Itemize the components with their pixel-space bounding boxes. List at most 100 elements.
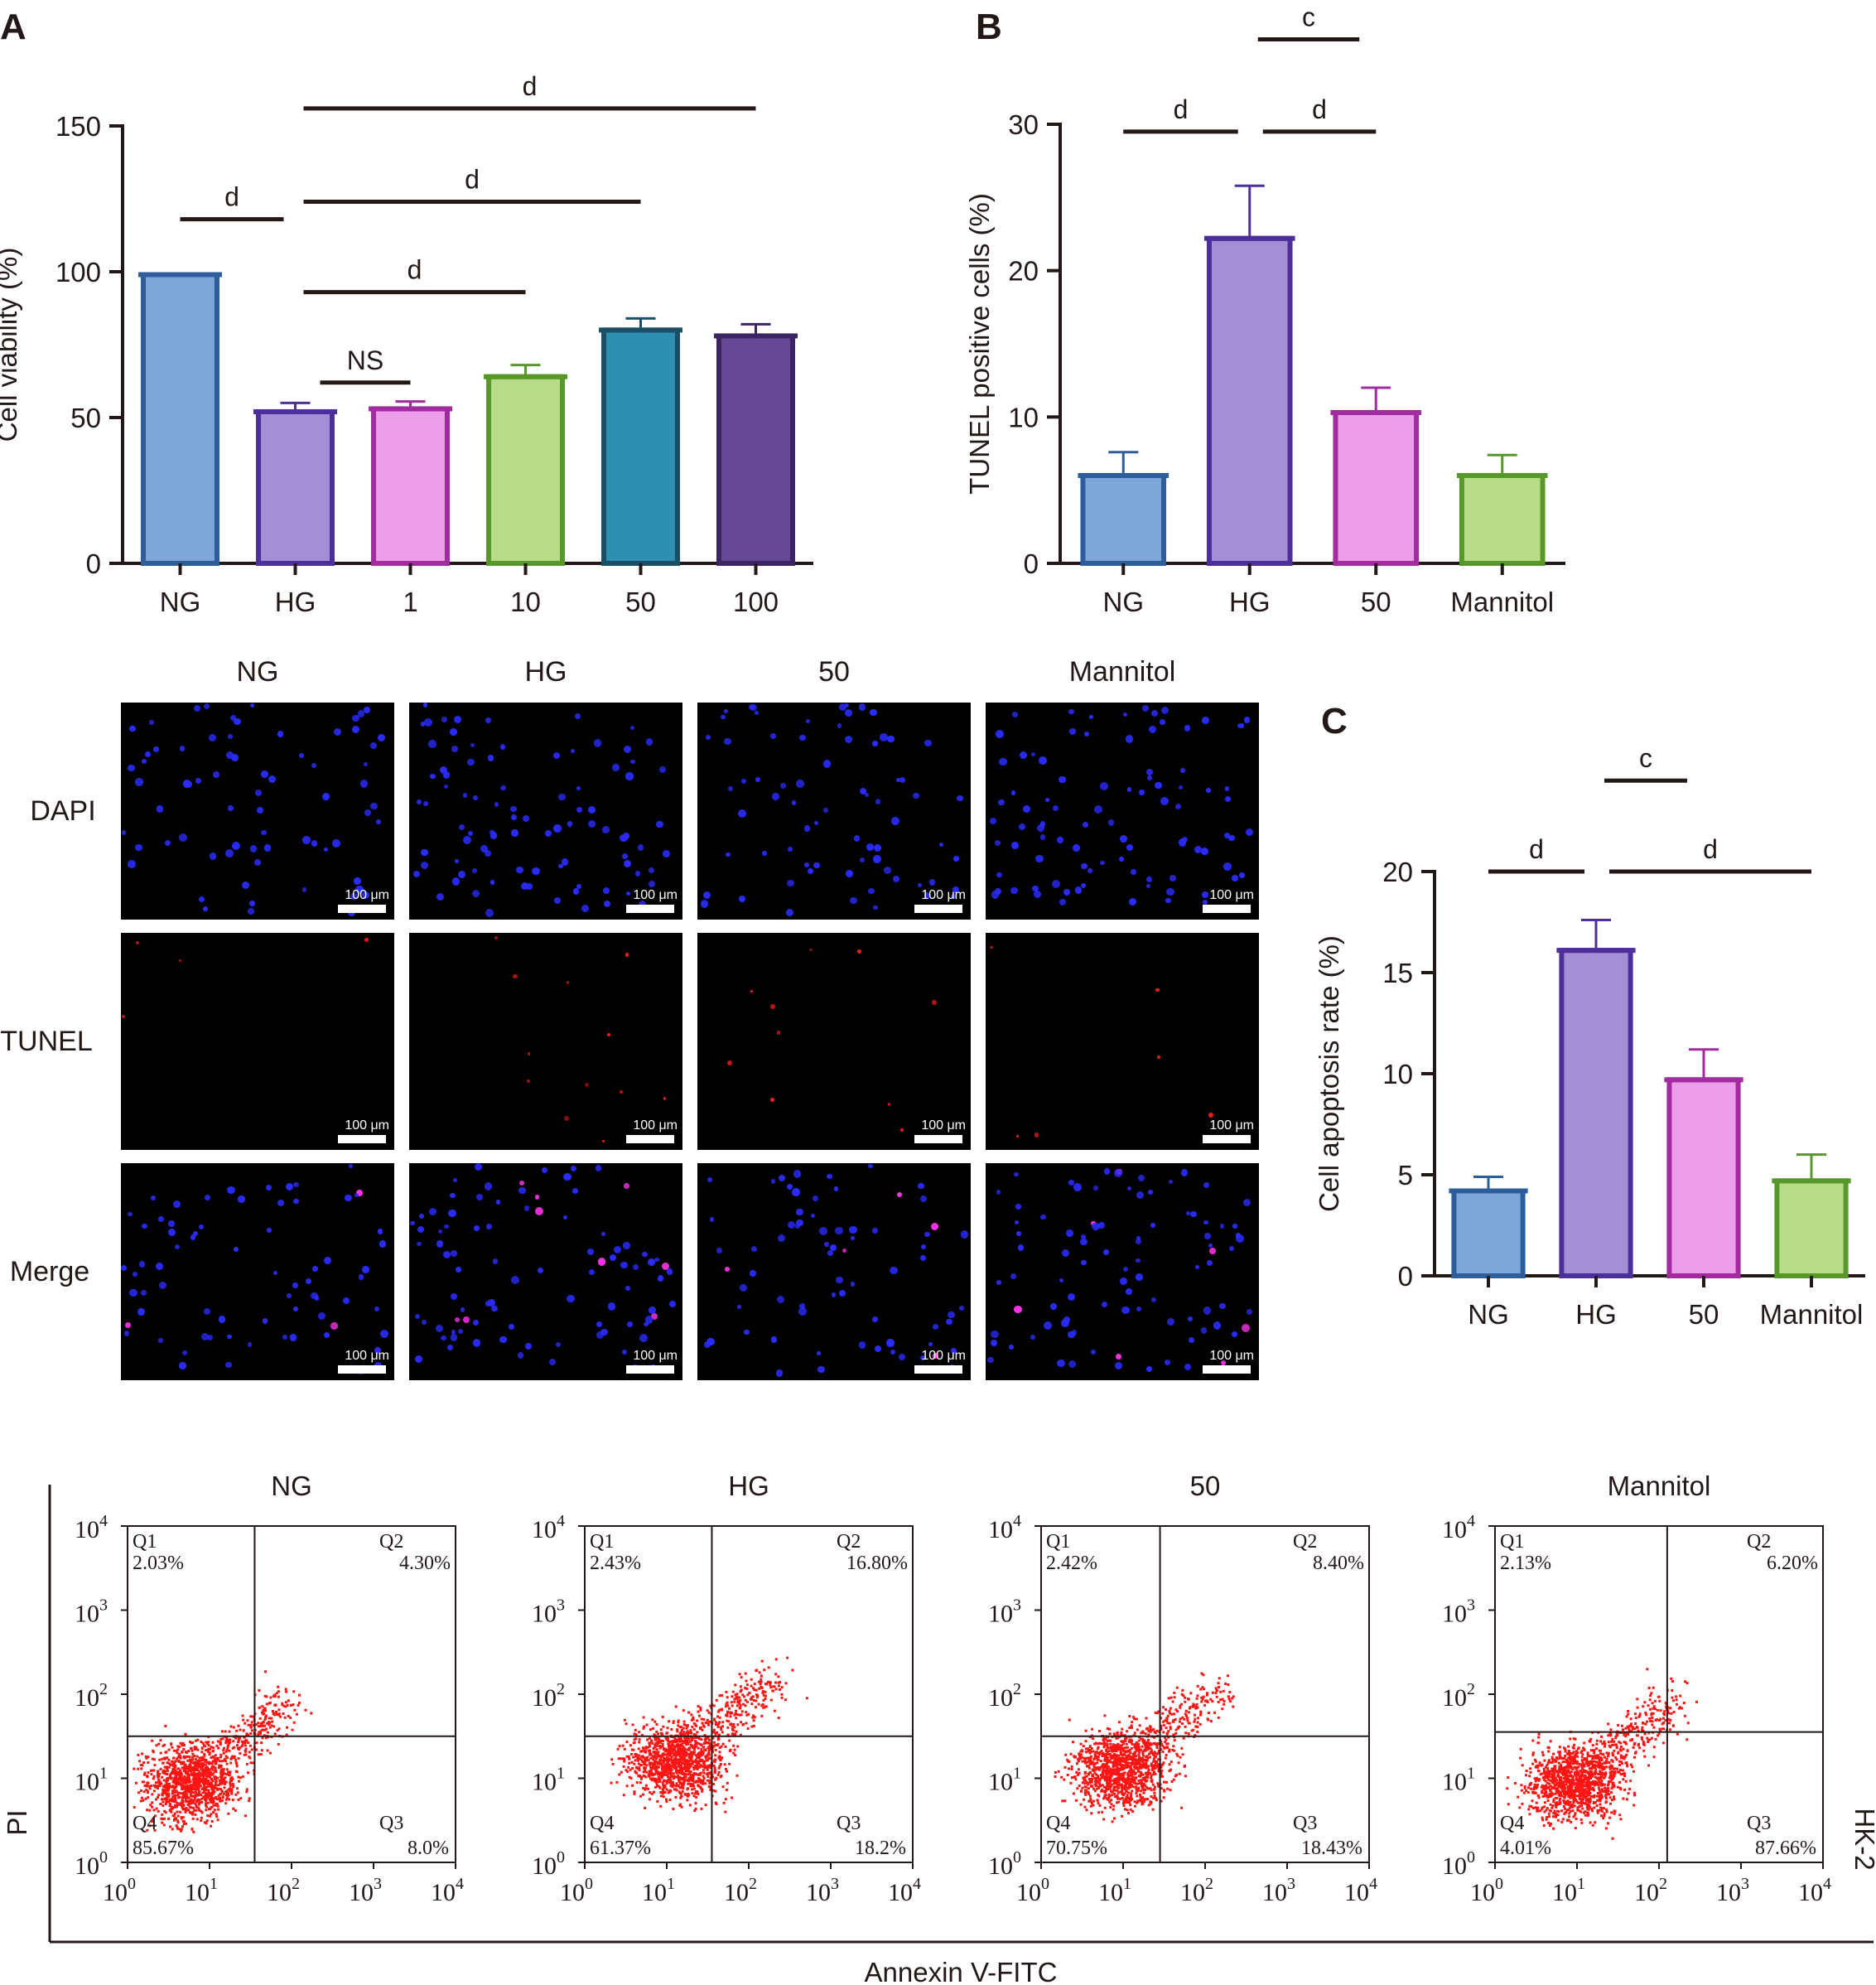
cell-nucleus — [1136, 1258, 1141, 1263]
cell-nucleus — [129, 725, 136, 732]
cell-nucleus — [492, 1258, 499, 1264]
cell-nucleus — [620, 1090, 623, 1094]
cell-nucleus — [272, 1270, 278, 1276]
flow-xtick-exponent: 3 — [374, 1875, 382, 1893]
flow-events — [1506, 1668, 1698, 1840]
cell-nucleus — [491, 1305, 498, 1312]
cell-nucleus — [362, 1266, 369, 1273]
cell-nucleus — [1167, 1318, 1174, 1326]
cell-nucleus — [837, 723, 842, 729]
C-sig-label: d — [1529, 834, 1544, 864]
cell-nucleus — [624, 1183, 629, 1189]
flow-panel-title: Mannitol — [1608, 1471, 1711, 1501]
cell-nucleus — [450, 1292, 457, 1300]
cell-nucleus — [525, 883, 533, 890]
cell-nucleus — [331, 839, 340, 848]
cell-nucleus — [521, 881, 529, 890]
cell-nucleus — [1201, 891, 1209, 899]
cell-nucleus — [225, 1361, 232, 1368]
cell-nucleus — [443, 1251, 451, 1259]
cell-nucleus — [754, 710, 759, 715]
cell-nucleus — [822, 760, 832, 769]
cell-nucleus — [899, 777, 906, 784]
cell-nucleus — [996, 872, 1002, 878]
cell-nucleus — [796, 1208, 804, 1216]
cell-nucleus — [900, 1128, 904, 1133]
flow-q3-value: 8.0% — [408, 1838, 449, 1859]
cell-nucleus — [770, 1004, 775, 1009]
cell-nucleus — [600, 1329, 608, 1336]
flow-xtick-exponent: 4 — [456, 1875, 464, 1893]
cell-nucleus — [564, 1115, 570, 1121]
cell-nucleus — [596, 1331, 605, 1340]
cell-nucleus — [588, 1268, 595, 1275]
flow-ytick-label: 104 — [532, 1512, 565, 1543]
cell-nucleus — [159, 1282, 167, 1290]
cell-nucleus — [494, 936, 498, 939]
B-category-label: HG — [1229, 587, 1271, 617]
cell-nucleus — [428, 740, 436, 749]
flow-q3-name: Q3 — [837, 1813, 861, 1834]
flow-ytick-exponent: 3 — [1013, 1596, 1021, 1615]
B-bar — [1206, 235, 1293, 566]
cell-nucleus — [1015, 1204, 1022, 1210]
cell-nucleus — [811, 1214, 816, 1219]
cell-nucleus — [1136, 1235, 1141, 1240]
flow-ytick-exponent: 3 — [1467, 1596, 1475, 1615]
flow-ytick-label: 102 — [988, 1680, 1021, 1712]
scale-bar — [914, 1135, 962, 1143]
cell-nucleus — [945, 1318, 952, 1326]
cell-nucleus — [293, 1198, 299, 1205]
flow-q4-value: 61.37% — [590, 1838, 651, 1859]
cell-nucleus — [128, 860, 136, 869]
cell-nucleus — [597, 1258, 606, 1266]
cell-nucleus — [996, 730, 1004, 739]
cell-nucleus — [1136, 1306, 1141, 1311]
cell-nucleus — [896, 1191, 902, 1197]
cell-nucleus — [182, 1350, 188, 1356]
cell-nucleus — [441, 1335, 446, 1340]
cell-nucleus — [129, 1288, 137, 1297]
cell-nucleus — [451, 1250, 457, 1257]
cell-nucleus — [770, 1336, 778, 1343]
cell-nucleus — [470, 742, 475, 748]
cell-nucleus — [1011, 841, 1020, 849]
cell-nucleus — [457, 1329, 464, 1335]
cell-nucleus — [305, 1278, 311, 1285]
cell-nucleus — [1165, 897, 1171, 904]
cell-nucleus — [895, 777, 901, 783]
cell-nucleus — [1208, 1113, 1213, 1118]
cell-nucleus — [1102, 1248, 1109, 1255]
flow-ytick-exponent: 0 — [1467, 1848, 1475, 1867]
panel-letter-a: A — [0, 7, 27, 47]
B-ytick-label: 20 — [1008, 256, 1039, 287]
cell-nucleus — [204, 1194, 210, 1201]
cell-nucleus — [363, 762, 368, 767]
B-sig-label: d — [1312, 94, 1327, 124]
cell-nucleus — [421, 848, 428, 856]
cell-nucleus — [225, 849, 234, 857]
A-sig-label: NS — [347, 345, 383, 375]
cell-nucleus — [823, 807, 828, 813]
cell-nucleus — [898, 1354, 906, 1361]
cell-nucleus — [487, 1299, 495, 1307]
cell-nucleus — [198, 1224, 204, 1229]
cell-nucleus — [567, 1294, 575, 1303]
cell-nucleus — [207, 1334, 213, 1340]
cell-nucleus — [750, 703, 758, 711]
cell-nucleus — [494, 802, 499, 807]
cell-nucleus — [1203, 1220, 1208, 1225]
cell-nucleus — [499, 744, 506, 750]
cell-nucleus — [1107, 819, 1115, 826]
cell-nucleus — [323, 1331, 330, 1339]
cell-nucleus — [277, 731, 283, 737]
cell-nucleus — [312, 1266, 318, 1272]
cell-nucleus — [1155, 988, 1160, 992]
cell-nucleus — [554, 896, 562, 904]
flow-ytick-exponent: 4 — [1467, 1512, 1475, 1530]
cell-nucleus — [573, 888, 580, 895]
A-bar — [141, 272, 219, 566]
cell-nucleus — [726, 852, 731, 857]
cell-nucleus — [1203, 1306, 1212, 1315]
cell-nucleus — [203, 906, 209, 912]
